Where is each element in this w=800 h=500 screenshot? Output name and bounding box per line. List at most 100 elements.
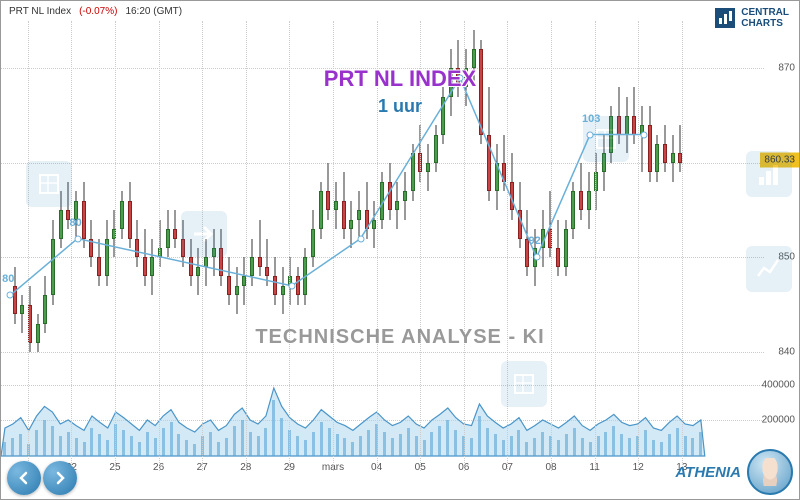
- volume-bar: [525, 442, 528, 456]
- volume-bar: [146, 432, 149, 456]
- volume-bar: [604, 432, 607, 456]
- volume-bar: [11, 438, 14, 456]
- indicator-point: [288, 282, 295, 289]
- volume-bar: [217, 442, 220, 456]
- brand-logo: CENTRAL CHARTS: [715, 7, 789, 29]
- volume-bar: [510, 436, 513, 456]
- volume-y-label: 200000: [762, 415, 795, 426]
- y-axis-label: 870: [778, 63, 795, 74]
- volume-bar: [257, 436, 260, 456]
- volume-bar: [138, 442, 141, 456]
- chart-subtitle: TECHNISCHE ANALYSE - KI: [255, 326, 544, 349]
- volume-bar: [430, 432, 433, 456]
- volume-bar: [75, 438, 78, 456]
- volume-bar: [280, 418, 283, 456]
- volume-bar: [438, 426, 441, 456]
- chart-header: PRT NL Index (-0.07%) 16:20 (GMT): [1, 1, 799, 21]
- volume-bar: [597, 436, 600, 456]
- volume-bar: [541, 432, 544, 456]
- volume-bar: [668, 434, 671, 456]
- volume-bar: [233, 426, 236, 456]
- volume-bar: [573, 428, 576, 456]
- indicator-point: [357, 235, 364, 242]
- athenia-label: ATHENIA: [675, 464, 741, 481]
- volume-bar: [581, 438, 584, 456]
- volume-bar: [51, 426, 54, 456]
- indicator-value: 103: [582, 113, 600, 125]
- volume-bar: [170, 422, 173, 456]
- volume-bar: [565, 434, 568, 456]
- volume-bar: [383, 432, 386, 456]
- volume-bar: [691, 438, 694, 456]
- volume-bar: [304, 440, 307, 456]
- volume-bar: [446, 420, 449, 456]
- volume-bar: [209, 432, 212, 456]
- volume-bar: [423, 440, 426, 456]
- volume-bar: [502, 440, 505, 456]
- volume-bar: [154, 438, 157, 456]
- volume-bar: [652, 440, 655, 456]
- nav-next-button[interactable]: [43, 461, 77, 495]
- indicator-point: [74, 235, 81, 242]
- volume-bar: [193, 444, 196, 456]
- volume-bar: [320, 422, 323, 456]
- price-change: (-0.07%): [79, 6, 117, 17]
- volume-bar: [359, 436, 362, 456]
- volume-bar: [67, 432, 70, 456]
- chart-title: PRT NL INDEX 1 uur: [324, 66, 476, 117]
- volume-bar: [478, 416, 481, 456]
- volume-bar: [296, 436, 299, 456]
- volume-bar: [620, 434, 623, 456]
- volume-bar: [43, 420, 46, 456]
- volume-bar: [328, 428, 331, 456]
- volume-bar: [415, 436, 418, 456]
- indicator-point: [533, 254, 540, 261]
- indicator-point: [640, 131, 647, 138]
- volume-bar: [486, 428, 489, 456]
- volume-bar: [391, 438, 394, 456]
- volume-bar: [684, 436, 687, 456]
- price-chart[interactable]: PRT NL INDEX 1 uur TECHNISCHE ANALYSE - …: [1, 21, 799, 371]
- assistant-avatar[interactable]: [747, 449, 793, 495]
- volume-bar: [225, 438, 228, 456]
- volume-bar: [130, 436, 133, 456]
- volume-chart[interactable]: 21222526272829mars0405060708111213200000…: [1, 376, 799, 471]
- nav-controls: [7, 461, 77, 495]
- volume-bar: [644, 430, 647, 456]
- volume-bar: [59, 436, 62, 456]
- volume-bar: [589, 442, 592, 456]
- volume-y-label: 400000: [762, 379, 795, 390]
- volume-bar: [399, 434, 402, 456]
- ticker-name: PRT NL Index: [9, 6, 71, 17]
- nav-prev-button[interactable]: [7, 461, 41, 495]
- volume-bar: [470, 438, 473, 456]
- volume-bar: [185, 440, 188, 456]
- volume-bar: [3, 442, 6, 456]
- volume-bar: [407, 428, 410, 456]
- indicator-value: 80: [2, 273, 14, 285]
- volume-bar: [249, 432, 252, 456]
- volume-bar: [35, 430, 38, 456]
- volume-bar: [98, 434, 101, 456]
- volume-bar: [83, 442, 86, 456]
- timestamp: 16:20 (GMT): [125, 6, 182, 17]
- volume-bar: [454, 430, 457, 456]
- volume-bar: [264, 428, 267, 456]
- volume-bar: [177, 434, 180, 456]
- volume-bar: [494, 434, 497, 456]
- volume-bar: [343, 438, 346, 456]
- volume-bar: [699, 432, 702, 456]
- volume-bar: [90, 428, 93, 456]
- volume-bar: [557, 440, 560, 456]
- volume-bar: [628, 438, 631, 456]
- y-axis-label: 840: [778, 347, 795, 358]
- volume-bar: [106, 440, 109, 456]
- logo-icon: [715, 8, 735, 28]
- indicator-value: 80: [70, 217, 82, 229]
- indicator-value: 92: [529, 235, 541, 247]
- logo-text: CENTRAL CHARTS: [741, 7, 789, 29]
- volume-bar: [660, 442, 663, 456]
- indicator-point: [7, 292, 14, 299]
- volume-bar: [272, 400, 275, 456]
- volume-bar: [162, 428, 165, 456]
